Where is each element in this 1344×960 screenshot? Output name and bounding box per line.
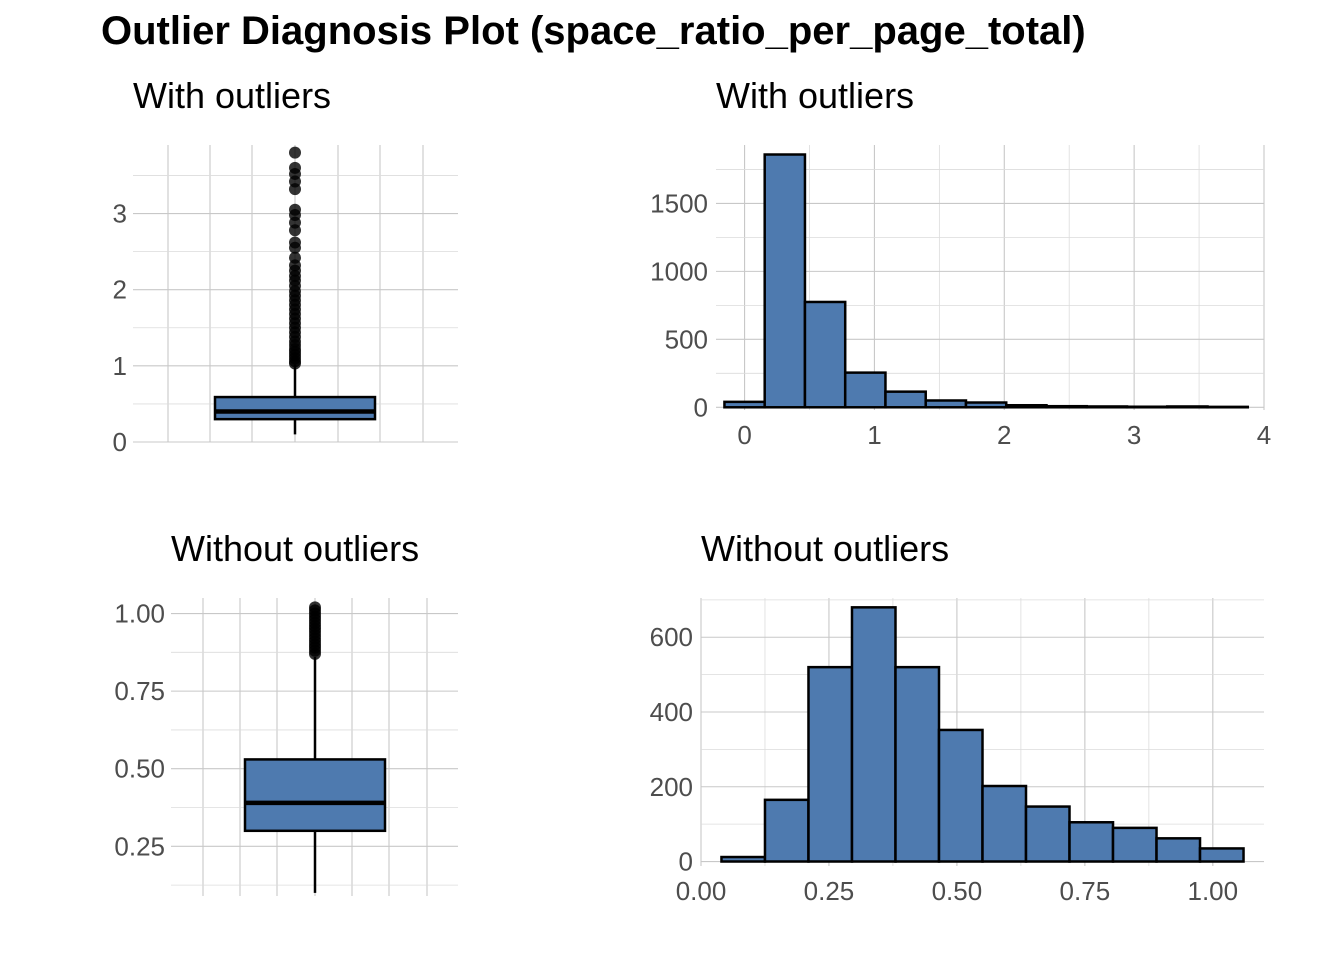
histogram-bar	[843, 371, 887, 409]
histogram-without-outliers-marks	[720, 606, 1245, 863]
histogram-bar	[850, 606, 897, 863]
histogram-bar	[894, 665, 941, 863]
histogram-bar	[1045, 404, 1088, 409]
y-tick-label: 500	[665, 324, 708, 354]
boxplot-without-outliers-marks	[243, 601, 387, 893]
boxplot-with-outliers-marks	[213, 146, 377, 435]
histogram-bar	[1024, 805, 1071, 863]
panel-title-histogram-without-outliers: Without outliers	[701, 528, 949, 569]
iqr-box	[243, 758, 387, 833]
outlier-point	[289, 236, 301, 249]
y-tick-label: 0.75	[114, 676, 165, 706]
histogram-bar	[720, 855, 767, 863]
y-tick-label: 0	[694, 392, 708, 422]
histogram-bar	[807, 665, 854, 863]
histogram-bar	[723, 400, 766, 409]
x-tick-label: 0.75	[1060, 876, 1111, 906]
histogram-with-outliers-panel: With outliers 0 500 1000 1500 0 1 2 3 4	[650, 75, 1271, 450]
histogram-bar	[924, 399, 968, 409]
outlier-point	[289, 161, 301, 174]
histogram-bar	[1125, 405, 1169, 409]
x-tick-label: 1.00	[1188, 876, 1239, 906]
panel-title-boxplot-with-outliers: With outliers	[133, 75, 331, 116]
histogram-bar	[937, 728, 984, 863]
histogram-without-outliers-ticks: 0 200 400 600 0.00 0.25 0.50 0.75 1.00	[650, 622, 1239, 906]
y-tick-label: 0	[679, 847, 693, 877]
figure-title: Outlier Diagnosis Plot (space_ratio_per_…	[101, 9, 1086, 53]
y-tick-label: 600	[650, 622, 693, 652]
y-tick-label: 1000	[650, 256, 708, 286]
x-tick-label: 0.50	[932, 876, 983, 906]
outlier-point	[309, 601, 321, 614]
y-tick-label: 3	[113, 199, 127, 229]
y-tick-label: 400	[650, 697, 693, 727]
x-tick-label: 0.00	[676, 876, 727, 906]
histogram-bar	[884, 390, 927, 409]
histogram-bar	[1068, 821, 1115, 863]
y-tick-label: 1.00	[114, 599, 165, 629]
x-tick-label: 1	[867, 420, 881, 450]
histogram-bar	[763, 153, 807, 409]
histogram-bar	[1085, 405, 1129, 409]
boxplot-with-outliers-ticks: 0 1 2 3	[113, 199, 127, 457]
y-tick-label: 2	[113, 275, 127, 305]
x-tick-label: 4	[1257, 420, 1271, 450]
x-tick-label: 3	[1127, 420, 1141, 450]
histogram-bar	[1155, 837, 1202, 863]
boxplot-with-outliers-panel: With outliers 0 1 2 3	[113, 75, 458, 457]
boxplot-without-outliers-ticks: 0.25 0.50 0.75 1.00	[114, 599, 165, 862]
outlier-point	[289, 146, 301, 159]
histogram-bar	[964, 401, 1008, 409]
histogram-with-outliers-marks	[723, 153, 1250, 409]
iqr-box	[213, 395, 377, 421]
panel-title-histogram-with-outliers: With outliers	[716, 75, 914, 116]
y-tick-label: 1	[113, 351, 127, 381]
y-tick-label: 200	[650, 772, 693, 802]
x-tick-label: 0.25	[804, 876, 855, 906]
y-tick-label: 0.50	[114, 754, 165, 784]
histogram-bar	[1166, 405, 1209, 409]
y-tick-label: 1500	[650, 188, 708, 218]
histogram-bar	[763, 798, 810, 863]
x-tick-label: 2	[997, 420, 1011, 450]
outlier-point	[289, 203, 301, 216]
histogram-bar	[1198, 847, 1245, 863]
histogram-bar	[1004, 403, 1048, 409]
histogram-bar	[803, 300, 847, 409]
outlier-point	[289, 251, 301, 264]
histogram-bar	[1111, 826, 1158, 863]
histogram-bar	[981, 784, 1028, 863]
boxplot-without-outliers-panel: Without outliers 0.25 0.50 0.75 1.00	[114, 528, 458, 896]
panel-title-boxplot-without-outliers: Without outliers	[171, 528, 419, 569]
y-tick-label: 0	[113, 427, 127, 457]
x-tick-label: 0	[737, 420, 751, 450]
y-tick-label: 0.25	[114, 831, 165, 861]
histogram-with-outliers-ticks: 0 500 1000 1500 0 1 2 3 4	[650, 188, 1271, 450]
